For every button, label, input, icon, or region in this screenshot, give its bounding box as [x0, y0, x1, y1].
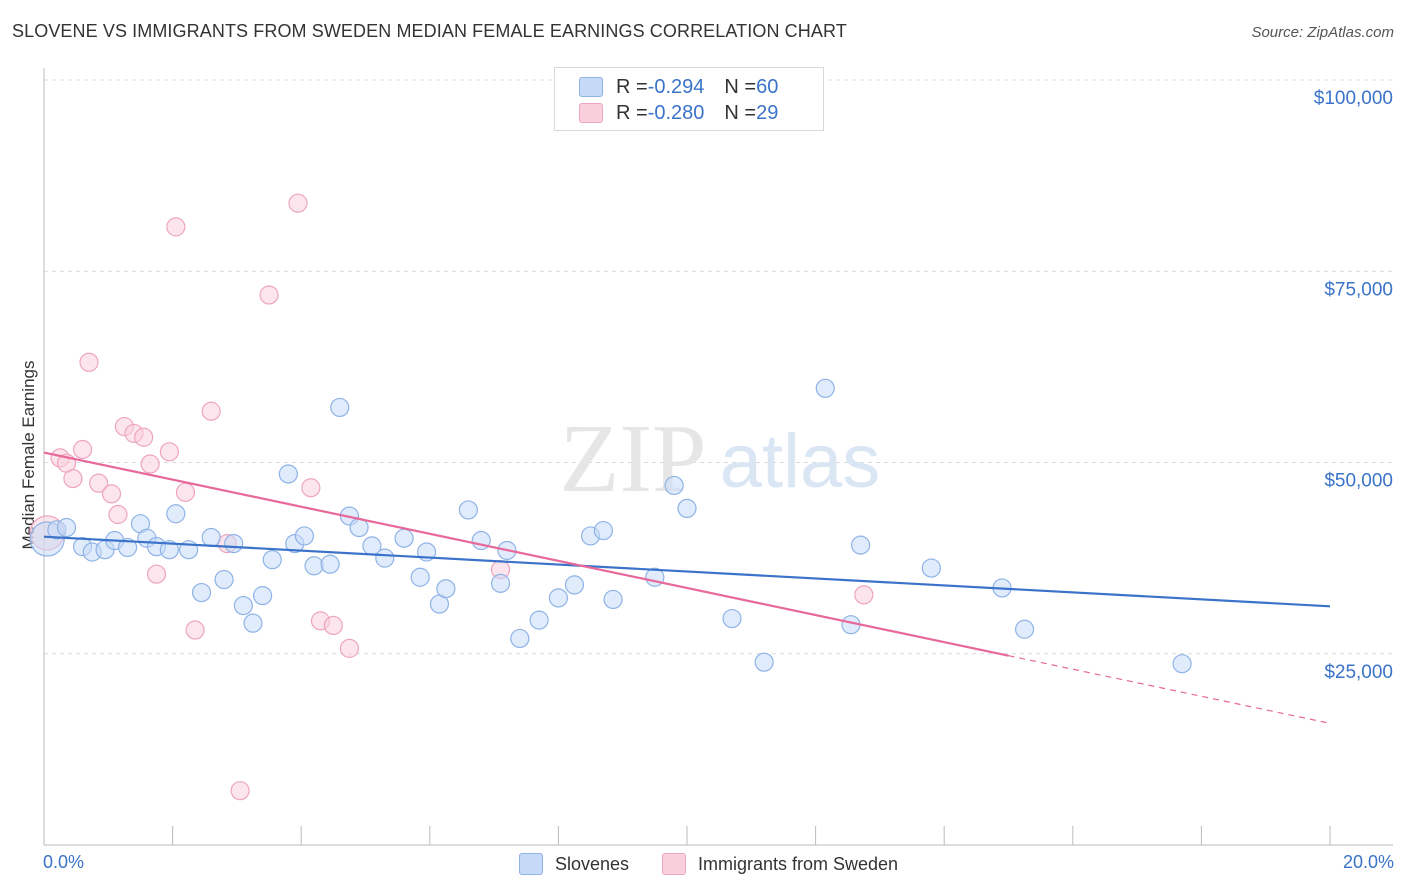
- slovene-point: [564, 575, 585, 595]
- sweden-trend-line: [43, 451, 1009, 657]
- slovene-point: [56, 517, 77, 538]
- sweden-point: [301, 478, 321, 498]
- slovene-point: [851, 535, 871, 555]
- slovene-point: [117, 537, 138, 558]
- slovene-point: [166, 504, 186, 524]
- slovene-point: [191, 582, 212, 603]
- sweden-point: [288, 193, 308, 213]
- slovene-point: [436, 579, 456, 599]
- series-legend: Slovenes Immigrants from Sweden: [0, 851, 1406, 879]
- slovene-point: [664, 475, 684, 496]
- y-tick-label: $50,000: [1324, 471, 1393, 492]
- axes-layer: [43, 68, 1393, 846]
- slovene-point: [921, 558, 941, 578]
- sweden-point: [140, 454, 160, 474]
- sweden-point: [323, 615, 343, 636]
- slovene-point: [375, 548, 395, 568]
- slovene-point: [1014, 619, 1035, 639]
- y-tick-label: $75,000: [1324, 279, 1393, 300]
- legend-label-sweden: Immigrants from Sweden: [698, 853, 899, 874]
- slovene-point: [233, 595, 253, 616]
- sweden-point: [101, 484, 122, 504]
- legend-r-value: -0.294: [647, 75, 705, 98]
- sweden-point: [79, 352, 99, 372]
- sweden-point: [89, 473, 109, 493]
- slovene-point: [224, 533, 244, 554]
- slovene-point: [1172, 654, 1192, 674]
- slovene-point: [490, 573, 511, 593]
- legend-item-slovenes[interactable]: Slovenes: [519, 853, 629, 875]
- sweden-point: [166, 217, 186, 237]
- grid-layer: [44, 79, 1393, 655]
- slovene-point: [410, 567, 430, 587]
- legend-row-sweden: R = -0.280 N = 29: [579, 101, 778, 125]
- x-tick-label-max: 20.0%: [1342, 852, 1394, 872]
- slovene-point: [243, 613, 263, 633]
- source-note: Source: ZipAtlas.com: [1251, 24, 1394, 41]
- slovene-point: [330, 397, 350, 418]
- sweden-point: [175, 482, 196, 502]
- legend-n-label: N =: [724, 101, 757, 124]
- correlation-legend: R = -0.294 N = 60 R = -0.280 N = 29: [554, 67, 824, 131]
- slovene-point: [159, 540, 179, 560]
- sweden-point: [72, 439, 93, 460]
- legend-row-slovenes: R = -0.294 N = 60: [579, 75, 778, 99]
- slovene-point: [593, 520, 614, 541]
- slovene-point: [510, 628, 530, 649]
- slovene-point: [304, 556, 324, 576]
- sweden-point: [339, 638, 360, 658]
- legend-r-label: R =: [616, 101, 648, 124]
- legend-swatch-sweden: [662, 853, 686, 875]
- legend-n-label: N =: [724, 75, 757, 98]
- legend-r-value: -0.280: [647, 101, 705, 124]
- chart-title: SLOVENE VS IMMIGRANTS FROM SWEDEN MEDIAN…: [12, 21, 847, 41]
- slovene-point: [722, 608, 742, 629]
- slovene-point: [815, 378, 835, 398]
- slovene-point: [253, 586, 273, 606]
- legend-n-value: 60: [756, 75, 779, 98]
- sweden-point: [108, 504, 128, 525]
- trend-layer: [43, 451, 1331, 724]
- y-tick-labels: $25,000 $50,000 $75,000 $100,000: [1314, 88, 1393, 683]
- sweden-trend-extension: [1008, 655, 1331, 724]
- points-layer: [29, 193, 1192, 801]
- slovene-point: [262, 550, 282, 570]
- y-tick-label: $100,000: [1314, 88, 1393, 109]
- slovene-point: [548, 588, 569, 608]
- slovene-point: [201, 527, 221, 548]
- slovene-point: [214, 569, 234, 590]
- sweden-point: [63, 468, 83, 489]
- watermark: ZIP atlas: [560, 405, 881, 513]
- legend-item-sweden[interactable]: Immigrants from Sweden: [662, 853, 898, 875]
- slovene-trend-line: [43, 535, 1331, 608]
- sweden-point: [201, 401, 221, 421]
- slovene-point: [394, 528, 414, 548]
- slovene-point: [458, 500, 478, 520]
- slovene-point: [278, 464, 298, 484]
- sweden-point: [134, 427, 154, 447]
- legend-swatch-blue: [579, 77, 603, 97]
- legend-n-value: 29: [756, 101, 779, 124]
- sweden-point: [259, 285, 279, 305]
- slovene-point: [754, 652, 774, 672]
- slovene-point: [320, 554, 340, 574]
- watermark-atlas: atlas: [720, 419, 881, 504]
- slovene-point: [529, 610, 549, 630]
- y-tick-label: $25,000: [1324, 662, 1393, 683]
- sweden-point: [159, 442, 179, 462]
- slovene-point: [294, 526, 315, 546]
- sweden-point: [854, 585, 874, 605]
- watermark-zip: ZIP: [560, 405, 707, 513]
- legend-swatch-pink: [579, 103, 603, 123]
- legend-swatch-slovenes: [519, 853, 543, 875]
- slovene-point: [677, 498, 697, 518]
- sweden-point: [185, 620, 205, 640]
- x-tick-label-min: 0.0%: [43, 852, 85, 872]
- sweden-point: [230, 781, 250, 801]
- slovene-point: [603, 589, 623, 610]
- legend-label-slovenes: Slovenes: [555, 853, 630, 874]
- legend-r-label: R =: [616, 75, 648, 98]
- sweden-point: [146, 564, 167, 584]
